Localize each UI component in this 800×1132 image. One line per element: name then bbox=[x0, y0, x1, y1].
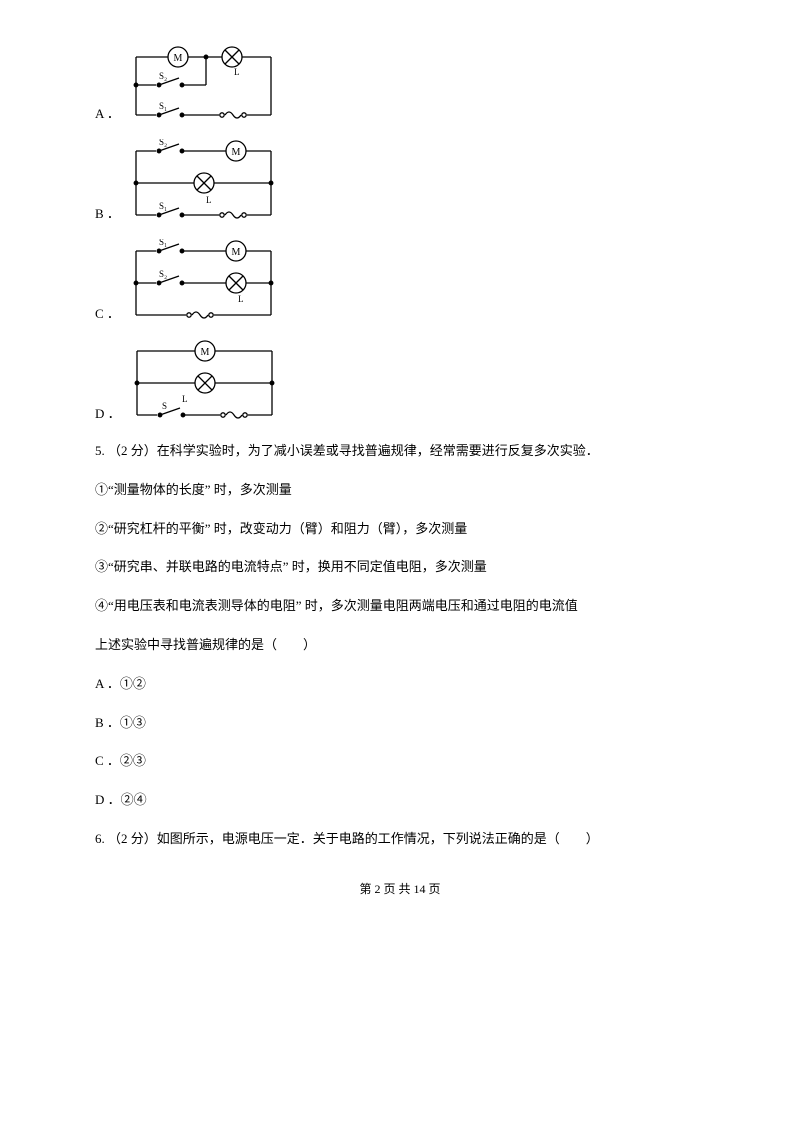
q5-tail: 上述实验中寻找普遍规律的是（ ） bbox=[95, 635, 705, 656]
q5-item-3: ③“研究串、并联电路的电流特点” 时，换用不同定值电阻，多次测量 bbox=[95, 557, 705, 578]
svg-text:S₂: S₂ bbox=[159, 269, 167, 279]
option-b-row: B ． M S₂ bbox=[95, 139, 705, 227]
page-footer: 第 2 页 共 14 页 bbox=[95, 880, 705, 899]
svg-text:M: M bbox=[231, 147, 240, 158]
question-6: 6. （2 分）如图所示，电源电压一定．关于电路的工作情况，下列说法正确的是（ … bbox=[95, 829, 705, 850]
svg-text:M: M bbox=[173, 53, 182, 64]
svg-text:L: L bbox=[238, 294, 244, 304]
svg-text:S₂: S₂ bbox=[159, 139, 167, 147]
q5-stem: 5. （2 分）在科学实验时，为了减小误差或寻找普遍规律，经常需要进行反复多次实… bbox=[95, 441, 705, 462]
q5-choice-c: C ．②③ bbox=[95, 751, 705, 772]
circuit-a: M S₂ L bbox=[126, 45, 281, 127]
q5-choice-a: A ．①② bbox=[95, 674, 705, 695]
svg-text:S₂: S₂ bbox=[159, 71, 167, 81]
svg-text:S: S bbox=[162, 401, 167, 411]
option-d-row: D ． M L bbox=[95, 339, 705, 427]
circuit-c: M S₁ S₂ L bbox=[126, 239, 281, 327]
q5-item-1: ①“测量物体的长度” 时，多次测量 bbox=[95, 480, 705, 501]
q5-item-4: ④“用电压表和电流表测导体的电阻” 时，多次测量电阻两端电压和通过电阻的电流值 bbox=[95, 596, 705, 617]
circuit-d: M L S bbox=[127, 339, 282, 427]
svg-text:M: M bbox=[231, 247, 240, 258]
option-b-label: B ． bbox=[95, 204, 120, 227]
svg-text:S₁: S₁ bbox=[159, 201, 167, 211]
q6-stem: 6. （2 分）如图所示，电源电压一定．关于电路的工作情况，下列说法正确的是（ … bbox=[95, 829, 705, 850]
svg-text:L: L bbox=[234, 67, 240, 77]
svg-text:S₁: S₁ bbox=[159, 239, 167, 247]
option-c-label: C ． bbox=[95, 304, 120, 327]
option-d-label: D ． bbox=[95, 404, 121, 427]
circuit-b: M S₂ L bbox=[126, 139, 281, 227]
option-a-row: A ． M bbox=[95, 45, 705, 127]
svg-text:M: M bbox=[200, 347, 209, 358]
option-c-row: C ． M S₁ bbox=[95, 239, 705, 327]
question-5: 5. （2 分）在科学实验时，为了减小误差或寻找普遍规律，经常需要进行反复多次实… bbox=[95, 441, 705, 811]
q5-item-2: ②“研究杠杆的平衡” 时，改变动力（臂）和阻力（臂），多次测量 bbox=[95, 519, 705, 540]
page-number: 第 2 页 共 14 页 bbox=[359, 882, 440, 896]
svg-text:L: L bbox=[182, 394, 188, 404]
q5-choice-d: D ．②④ bbox=[95, 790, 705, 811]
svg-text:L: L bbox=[206, 195, 212, 205]
q5-choice-b: B ．①③ bbox=[95, 713, 705, 734]
option-a-label: A ． bbox=[95, 104, 120, 127]
svg-text:S₁: S₁ bbox=[159, 101, 167, 111]
